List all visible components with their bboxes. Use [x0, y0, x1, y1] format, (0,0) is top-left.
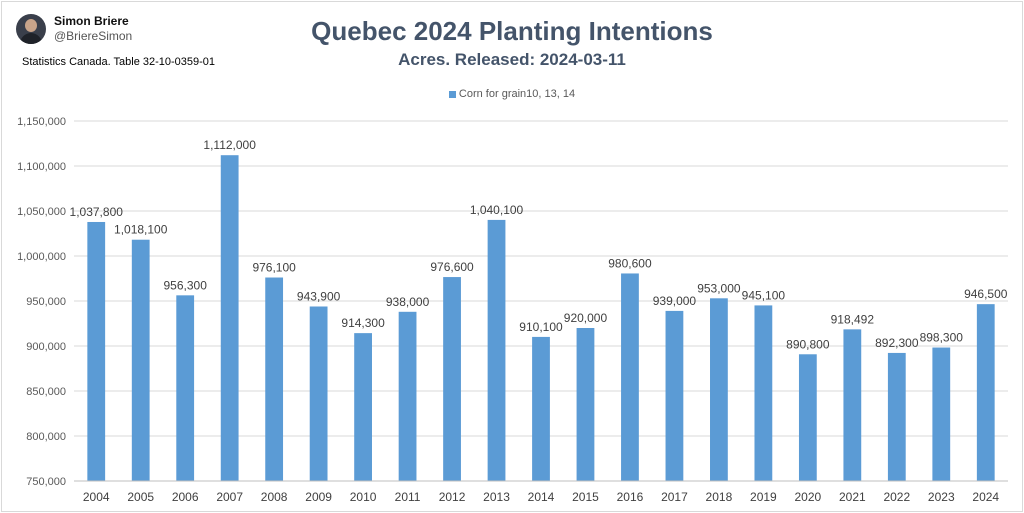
x-tick-label: 2006: [172, 490, 199, 504]
data-label: 898,300: [920, 331, 964, 345]
bar: [443, 277, 461, 481]
x-tick-label: 2004: [83, 490, 110, 504]
y-tick-label: 1,150,000: [17, 116, 66, 128]
chart-legend: Corn for grain10, 13, 14: [2, 88, 1022, 100]
y-tick-label: 1,050,000: [17, 206, 66, 218]
data-label: 910,100: [519, 320, 563, 334]
bar: [131, 239, 150, 481]
x-tick-label: 2009: [305, 490, 332, 504]
data-label: 938,000: [386, 295, 430, 309]
x-tick-label: 2014: [528, 490, 555, 504]
bar: [532, 336, 550, 481]
chart-subtitle: Acres. Released: 2024-03-11: [398, 50, 626, 69]
data-label: 1,018,100: [114, 223, 168, 237]
bar: [265, 277, 284, 481]
x-tick-label: 2005: [127, 490, 154, 504]
data-label: 976,600: [430, 260, 474, 274]
x-tick-label: 2019: [750, 490, 777, 504]
bar: [887, 352, 906, 481]
data-label: 980,600: [608, 256, 652, 270]
data-label: 956,300: [163, 278, 207, 292]
bar: [176, 295, 195, 481]
bar: [976, 304, 995, 481]
x-tick-label: 2023: [928, 490, 955, 504]
bar: [843, 329, 862, 481]
x-tick-label: 2022: [883, 490, 910, 504]
bar: [621, 273, 639, 481]
bar: [798, 354, 817, 481]
bar: [354, 333, 372, 481]
x-tick-label: 2021: [839, 490, 866, 504]
x-tick-label: 2010: [350, 490, 377, 504]
chart-title: Quebec 2024 Planting Intentions: [311, 16, 713, 46]
data-label: 918,492: [831, 312, 875, 326]
bar: [87, 221, 106, 482]
data-label: 892,300: [875, 336, 919, 350]
bar: [576, 328, 595, 481]
x-tick-label: 2008: [261, 490, 288, 504]
data-label: 976,100: [252, 261, 296, 275]
data-label: 920,000: [564, 311, 608, 325]
author-handle: @BriereSimon: [54, 29, 133, 43]
bar: [309, 306, 328, 481]
bar: [710, 298, 728, 481]
x-tick-label: 2024: [972, 490, 999, 504]
legend-label: Corn for grain10, 13, 14: [458, 88, 576, 100]
data-label: 1,112,000: [203, 138, 256, 152]
data-label: 1,040,100: [470, 203, 524, 217]
x-tick-label: 2016: [617, 490, 644, 504]
bar: [932, 347, 951, 481]
y-tick-label: 800,000: [26, 431, 66, 443]
x-tick-label: 2007: [216, 490, 243, 504]
data-label: 939,000: [653, 294, 697, 308]
source-note: Statistics Canada. Table 32-10-0359-01: [22, 56, 216, 68]
x-tick-label: 2017: [661, 490, 688, 504]
y-tick-label: 1,100,000: [17, 161, 66, 173]
y-tick-label: 750,000: [26, 476, 66, 488]
bar: [665, 310, 684, 481]
x-tick-label: 2013: [483, 490, 510, 504]
y-tick-label: 900,000: [26, 341, 66, 353]
x-tick-label: 2018: [706, 490, 733, 504]
data-label: 945,100: [742, 288, 786, 302]
legend-swatch: [448, 90, 456, 98]
x-tick-label: 2015: [572, 490, 599, 504]
bar: [398, 311, 417, 481]
author-block: Simon Briere @BriereSimon: [16, 14, 132, 44]
avatar: [16, 14, 46, 44]
x-tick-label: 2012: [439, 490, 466, 504]
y-tick-label: 950,000: [26, 296, 66, 308]
y-tick-label: 1,000,000: [17, 251, 66, 263]
x-tick-label: 2020: [795, 490, 822, 504]
data-label: 1,037,800: [70, 205, 124, 219]
data-label: 890,800: [786, 337, 830, 351]
bar: [487, 219, 506, 481]
author-name: Simon Briere: [54, 14, 129, 28]
x-tick-label: 2011: [395, 490, 421, 504]
y-tick-label: 850,000: [26, 386, 66, 398]
data-label: 953,000: [697, 281, 741, 295]
data-label: 943,900: [297, 289, 341, 303]
bar: [754, 305, 773, 481]
data-label: 946,500: [964, 287, 1008, 301]
data-label: 914,300: [341, 316, 385, 330]
bar: [220, 155, 239, 481]
